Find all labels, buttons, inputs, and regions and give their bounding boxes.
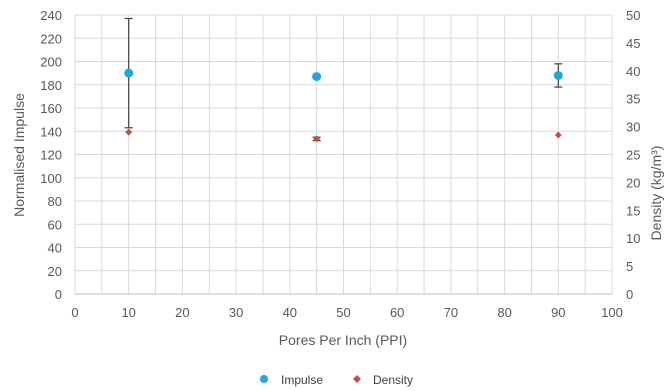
density-point	[554, 131, 562, 139]
legend-label-impulse: Impulse	[281, 373, 323, 387]
y-tick-label: 60	[48, 217, 62, 232]
grid	[74, 14, 613, 295]
y2-tick-label: 25	[626, 148, 640, 163]
y2-tick-label: 40	[626, 64, 640, 79]
x-tick-label: 10	[121, 305, 135, 320]
y2-tick-label: 45	[626, 36, 640, 51]
y-tick-label: 120	[40, 148, 62, 163]
y2-tick-label: 30	[626, 120, 640, 135]
data-marks	[124, 17, 563, 143]
y-tick-label: 140	[40, 124, 62, 139]
x-tick-label: 100	[601, 305, 623, 320]
y-axis-title: Normalised Impulse	[11, 93, 27, 217]
y-tick-label: 40	[48, 241, 62, 256]
impulse-point	[553, 70, 563, 80]
x-axis: 0 10 20 30 40 50 60 70 80 90 100	[71, 305, 622, 320]
y-tick-label: 0	[55, 287, 62, 302]
x-tick-label: 0	[71, 305, 78, 320]
y-tick-label: 240	[40, 8, 62, 23]
impulse-point	[312, 72, 322, 82]
density-point	[125, 128, 133, 136]
x-tick-label: 30	[229, 305, 243, 320]
legend-label-density: Density	[373, 373, 413, 387]
y2-tick-label: 50	[626, 8, 640, 23]
x-tick-label: 90	[551, 305, 565, 320]
y2-tick-label: 15	[626, 203, 640, 218]
y-tick-label: 220	[40, 31, 62, 46]
y-tick-label: 20	[48, 264, 62, 279]
y2-tick-label: 5	[626, 259, 633, 274]
x-tick-label: 70	[444, 305, 458, 320]
x-tick-label: 60	[390, 305, 404, 320]
y2-tick-label: 35	[626, 92, 640, 107]
y2-tick-label: 20	[626, 175, 640, 190]
y-tick-label: 80	[48, 194, 62, 209]
y-tick-label: 160	[40, 101, 62, 116]
y-tick-label: 200	[40, 55, 62, 70]
y-tick-label: 100	[40, 171, 62, 186]
y2-axis-title: Density (kg/m³)	[648, 146, 664, 241]
x-tick-label: 20	[175, 305, 189, 320]
legend-marker-density	[353, 375, 361, 383]
x-axis-title: Pores Per Inch (PPI)	[279, 332, 407, 348]
x-tick-label: 50	[336, 305, 350, 320]
impulse-point	[124, 68, 134, 78]
x-tick-label: 40	[283, 305, 297, 320]
x-tick-label: 80	[497, 305, 511, 320]
density-point	[313, 135, 321, 143]
y2-tick-label: 0	[626, 287, 633, 302]
legend-marker-impulse	[260, 375, 268, 383]
y-tick-label: 180	[40, 78, 62, 93]
y2-tick-label: 10	[626, 231, 640, 246]
left-axis: 0 20 40 60 80 100 120 140 160 180 200 220 240	[40, 8, 62, 302]
right-axis: 0 5 10 15 20 25 30 35 40 45 50	[626, 8, 640, 302]
legend: Impulse Density	[260, 373, 413, 387]
